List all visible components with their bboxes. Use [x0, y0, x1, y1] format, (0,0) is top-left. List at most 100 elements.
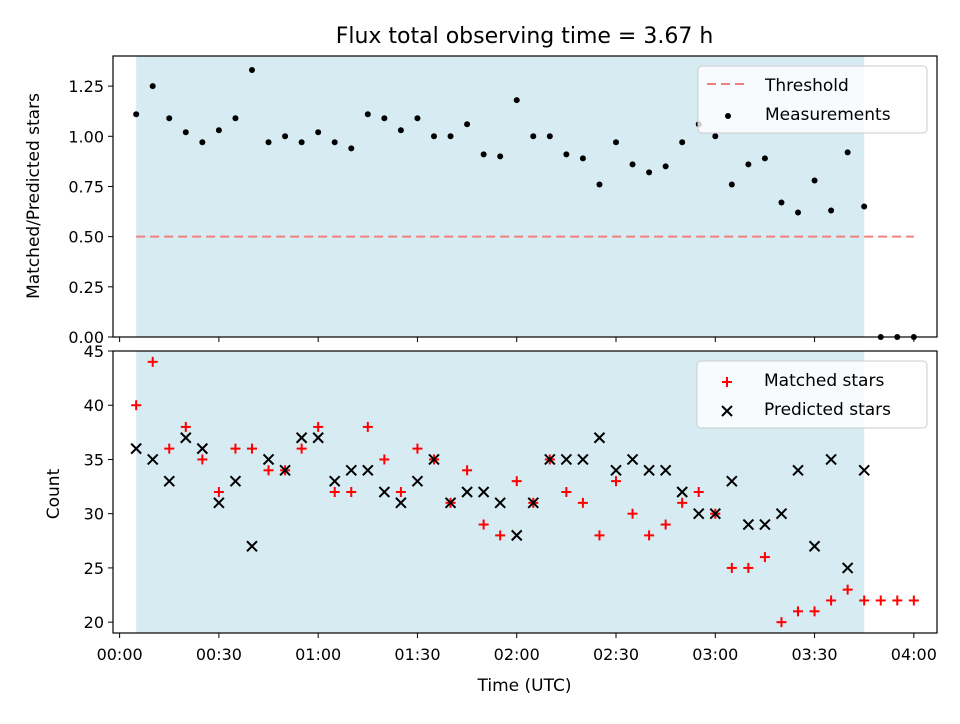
matched-star-point — [875, 595, 886, 606]
x-tick-label: 03:00 — [692, 645, 738, 664]
matched-star-point — [594, 530, 605, 541]
x-stroke-b — [494, 497, 506, 509]
measurement-point — [265, 139, 272, 146]
x-stroke-b — [444, 497, 457, 509]
predicted-star-point — [593, 432, 606, 444]
x-stroke-b — [312, 432, 324, 444]
matched-star-point — [743, 562, 754, 573]
matched-star-point — [180, 421, 191, 432]
matched-star-point — [213, 487, 224, 497]
matched-star-point — [147, 356, 158, 367]
matched-star-point — [561, 487, 572, 497]
predicted-star-point — [610, 464, 622, 477]
matched-star-point — [511, 476, 522, 487]
bottom-y-tick-label: 20 — [84, 613, 104, 632]
x-stroke-b — [544, 453, 556, 466]
measurement-point — [646, 169, 653, 176]
predicted-star-point — [130, 442, 142, 455]
x-stroke-b — [246, 540, 258, 552]
predicted-star-point — [444, 497, 457, 509]
matched-star-point — [478, 519, 489, 530]
legend-measurements-swatch — [725, 113, 731, 119]
predicted-star-point — [825, 453, 837, 466]
measurement-point — [166, 115, 173, 122]
matched-star-point — [644, 530, 655, 541]
matched-star-point — [842, 584, 853, 595]
predicted-star-point — [461, 486, 473, 498]
measurement-point — [199, 139, 206, 146]
legend-box — [697, 65, 928, 134]
measurement-point — [795, 209, 802, 216]
measurement-point — [546, 133, 553, 140]
x-stroke-b — [742, 518, 755, 531]
x-stroke-b — [395, 497, 407, 509]
predicted-star-point — [527, 497, 539, 509]
measurement-point — [861, 203, 868, 210]
predicted-star-point — [775, 507, 788, 520]
matched-star-point — [263, 465, 274, 476]
measurement-point — [464, 121, 471, 128]
matched-star-point — [313, 421, 324, 432]
predicted-star-point — [477, 486, 490, 498]
matched-star-point — [230, 443, 241, 454]
x-stroke-b — [461, 486, 473, 498]
predicted-star-point — [726, 475, 738, 487]
measurement-point — [480, 151, 487, 158]
predicted-star-point — [560, 453, 573, 466]
measurement-point — [828, 207, 835, 214]
measurement-point — [811, 177, 818, 184]
bottom-y-tick-label: 45 — [84, 342, 104, 361]
predicted-star-point — [494, 497, 506, 509]
measurement-point — [712, 133, 719, 140]
predicted-star-point — [147, 453, 159, 466]
predicted-star-point — [841, 562, 854, 574]
measurement-point — [844, 149, 851, 156]
matched-star-point — [627, 508, 638, 519]
measurement-point — [613, 139, 620, 146]
predicted-star-point — [792, 464, 804, 477]
measurement-point — [629, 161, 636, 168]
matched-star-point — [379, 454, 390, 465]
measurement-point — [315, 129, 322, 136]
top-legend: Threshold Measurements — [697, 65, 928, 134]
x-stroke-b — [610, 464, 622, 477]
measurement-point — [364, 111, 371, 118]
matched-star-point — [395, 487, 406, 497]
x-stroke-b — [130, 442, 142, 455]
predicted-star-point — [742, 518, 755, 531]
bottom-y-tick-label: 25 — [84, 559, 104, 578]
x-stroke-b — [527, 497, 539, 509]
measurement-point — [513, 97, 520, 104]
matched-star-point — [726, 562, 737, 573]
measurement-point — [728, 181, 735, 188]
top-y-tick-label: 0.00 — [68, 328, 104, 347]
measurement-point — [397, 127, 404, 134]
chart-title: Flux total observing time = 3.67 h — [336, 24, 714, 49]
measurement-point — [778, 199, 785, 206]
matched-star-point — [131, 400, 142, 411]
x-stroke-b — [560, 453, 573, 466]
measurement-point — [298, 139, 305, 146]
x-stroke-b — [378, 486, 391, 498]
bottom-legend: Matched stars Predicted stars — [696, 360, 928, 429]
matched-star-point — [296, 443, 307, 454]
predicted-star-point — [643, 464, 655, 477]
x-stroke-b — [577, 453, 589, 466]
x-stroke-b — [329, 475, 341, 487]
top-panel: 0.00 0.25 0.50 0.75 1.00 1.25 Threshold Measure… — [68, 55, 938, 347]
x-stroke-b — [511, 529, 523, 542]
x-stroke-b — [676, 486, 688, 498]
bottom-y-axis-label: Count — [44, 468, 64, 519]
predicted-star-point — [511, 529, 523, 542]
predicted-star-point — [362, 464, 374, 477]
predicted-star-point — [180, 432, 192, 444]
measurement-point — [447, 133, 454, 140]
predicted-star-point — [428, 453, 440, 466]
x-stroke-b — [411, 475, 424, 487]
x-stroke-b — [626, 453, 639, 466]
predicted-star-point — [378, 486, 391, 498]
measurement-point — [149, 83, 156, 90]
measurement-point — [215, 127, 222, 134]
x-stroke-b — [726, 475, 738, 487]
